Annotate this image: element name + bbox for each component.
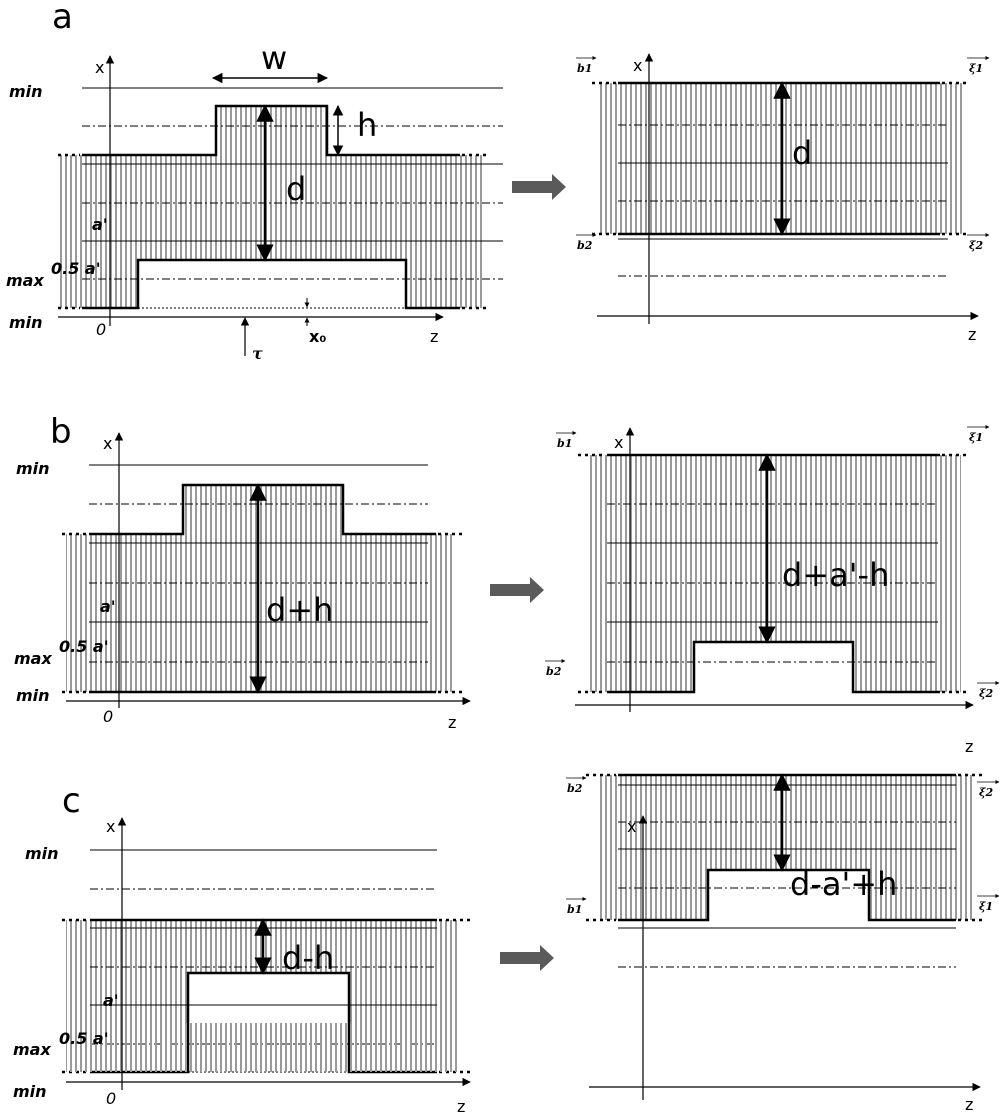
label-half-a: 0.5 a' (59, 1029, 109, 1048)
height-label: h (357, 106, 377, 144)
axis-z-label: z (965, 1095, 973, 1114)
panel-c-letter: c (62, 781, 81, 821)
label-half-a: 0.5 a' (51, 259, 101, 278)
b2-text: b2 (546, 665, 562, 678)
label-min-bottom: min (13, 1082, 47, 1101)
label-min-top: min (16, 459, 50, 478)
width-label: w (261, 39, 287, 77)
transform-arrow-icon (500, 945, 554, 971)
xi2-text: ξ2 (979, 786, 994, 799)
label-a-prime: a' (103, 991, 119, 1010)
panel-a-right-diagram: x z d b1 b2 ξ1 ξ2 (576, 53, 990, 344)
axis-x-label: x (106, 817, 115, 836)
label-a-prime: a' (92, 215, 108, 234)
xi2-text: ξ2 (969, 239, 984, 252)
axis-z-label: z (965, 737, 973, 756)
transform-arrow-icon (512, 174, 566, 200)
xi1-text: ξ1 (979, 900, 993, 913)
x0-label: x₀ (309, 327, 326, 346)
label-min-bottom: min (16, 686, 50, 705)
panel-a-letter: a (52, 0, 73, 37)
b1-text: b1 (577, 62, 592, 75)
boundary-xi2-label: ξ2 (977, 780, 1000, 799)
thickness-label: d+a'-h (782, 556, 889, 594)
axis-x-label: x (614, 433, 623, 452)
b1-text: b1 (567, 903, 582, 916)
label-min-top: min (25, 844, 59, 863)
axis-x-label: x (633, 56, 642, 75)
label-min-bottom: min (9, 313, 43, 332)
axis-x-label: x (627, 817, 636, 836)
thickness-label: d+h (266, 591, 333, 629)
label-a-prime: a' (100, 597, 116, 616)
boundary-xi1-label: ξ1 (967, 425, 990, 444)
axis-z-label: z (457, 1097, 465, 1115)
boundary-xi2-label: ξ2 (977, 681, 1000, 700)
axis-z-label: z (448, 713, 456, 732)
panel-b-letter: b (50, 412, 72, 452)
transform-arrow-icon (490, 577, 544, 603)
b1-text: b1 (557, 437, 572, 450)
panel-c: c min a' max 0.5 a' min x (13, 773, 1000, 1115)
xi1-text: ξ1 (969, 431, 983, 444)
origin-label: 0 (96, 320, 106, 339)
thickness-label: d (792, 134, 812, 172)
boundary-b2-label: b2 (576, 233, 597, 252)
b2-text: b2 (577, 239, 593, 252)
boundary-b2-label: b2 (566, 776, 587, 795)
panel-b-right-diagram: x z d+a'-h b1 b2 ξ1 ξ2 (545, 425, 1000, 756)
boundary-xi1-label: ξ1 (967, 56, 990, 75)
b2-text: b2 (567, 782, 583, 795)
label-max: max (13, 1040, 51, 1059)
thickness-label: d-h (282, 939, 334, 977)
origin-label: 0 (103, 707, 113, 726)
boundary-b1-label: b1 (566, 897, 587, 916)
axis-x-label: x (103, 434, 112, 453)
origin-label: 0 (106, 1089, 116, 1108)
panel-b: b min a' max 0.5 a' min x z 0 (14, 412, 1000, 756)
panel-a: a (6, 0, 990, 363)
thickness-label: d-a'+h (790, 865, 897, 903)
panel-b-left-diagram: min a' max 0.5 a' min x z 0 d+h (14, 432, 471, 732)
panel-c-right-diagram: x z d-a'+h b1 b2 ξ1 ξ2 (566, 773, 1000, 1114)
panel-a-left-diagram: min a' max 0.5 a' min x z 0 w h d x₀ τ (6, 39, 503, 363)
boundary-b1-label: b1 (556, 431, 577, 450)
label-max: max (14, 649, 52, 668)
boundary-b2-label: b2 (545, 659, 566, 678)
panel-c-left-diagram: min a' max 0.5 a' min x z 0 d-h (13, 817, 471, 1115)
axis-z-label: z (968, 325, 976, 344)
xi2-text: ξ2 (979, 687, 994, 700)
label-half-a: 0.5 a' (59, 637, 109, 656)
boundary-xi1-label: ξ1 (977, 894, 1000, 913)
axis-x-label: x (95, 58, 104, 77)
label-max: max (6, 271, 44, 290)
label-min-top: min (9, 82, 43, 101)
boundary-xi2-label: ξ2 (967, 233, 990, 252)
boundary-b1-label: b1 (576, 56, 597, 75)
thickness-label: d (286, 170, 306, 208)
xi1-text: ξ1 (969, 62, 983, 75)
axis-z-label: z (430, 327, 438, 346)
tau-label: τ (252, 344, 263, 363)
